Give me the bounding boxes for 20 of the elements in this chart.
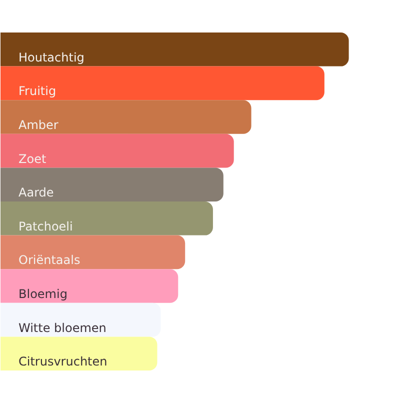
bar <box>0 100 252 134</box>
bar <box>0 32 349 66</box>
bar <box>0 235 186 270</box>
bar <box>0 269 178 303</box>
y-tick-label: Aarde <box>18 186 54 200</box>
y-tick-label: Witte bloemen <box>18 320 106 335</box>
bar <box>0 302 161 337</box>
y-tick-label: Citrusvruchten <box>18 354 108 369</box>
y-tick-label: Zoet <box>18 152 46 166</box>
bar <box>0 134 234 168</box>
y-tick-label: Bloemig <box>18 287 68 301</box>
bar <box>0 168 224 202</box>
y-tick-label: Houtachtig <box>18 50 84 64</box>
y-tick-label: Oriëntaals <box>18 253 80 268</box>
bar <box>0 336 158 370</box>
bar <box>0 66 324 100</box>
bar <box>0 202 213 236</box>
y-tick-label: Patchoeli <box>18 219 73 234</box>
y-tick-label: Fruitig <box>18 84 56 98</box>
y-tick-label: Amber <box>18 118 58 132</box>
